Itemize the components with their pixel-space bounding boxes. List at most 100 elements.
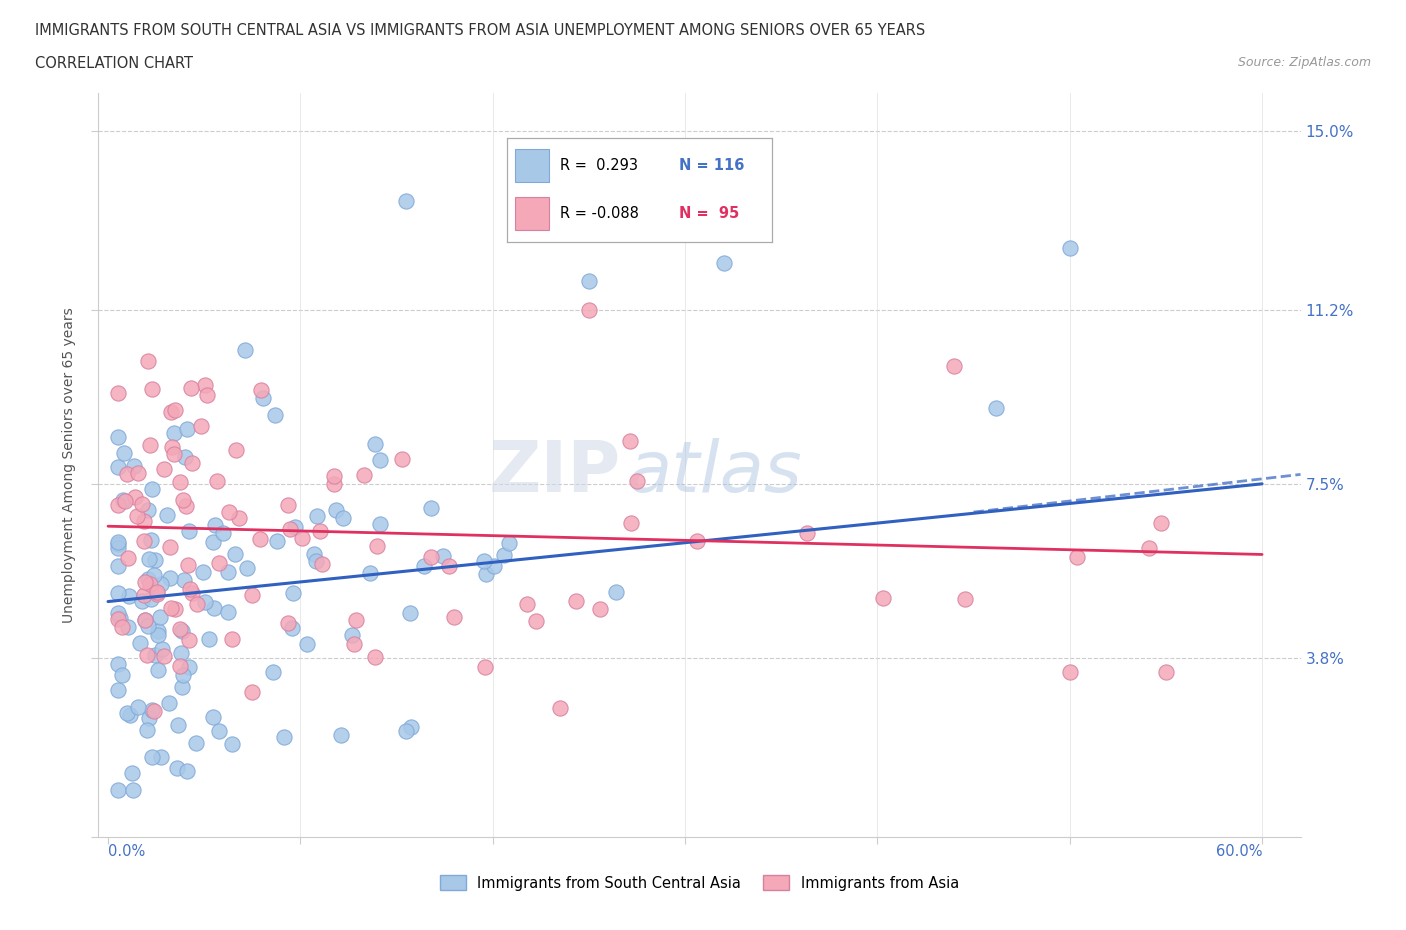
Immigrants from Asia (322, 469, 344, 484)
Immigrants from South Central Asia (159, 571, 181, 586)
Immigrants from South Central Asia (221, 737, 243, 751)
Immigrants from Asia (225, 443, 247, 458)
Immigrants from Asia (443, 610, 465, 625)
Immigrants from Asia (141, 382, 163, 397)
Immigrants from Asia (516, 596, 538, 611)
Immigrants from South Central Asia (713, 255, 735, 270)
Immigrants from Asia (180, 380, 202, 395)
Immigrants from South Central Asia (432, 549, 454, 564)
Immigrants from South Central Asia (163, 425, 186, 440)
Immigrants from South Central Asia (107, 656, 129, 671)
Immigrants from Asia (107, 612, 129, 627)
Immigrants from Asia (111, 619, 134, 634)
Immigrants from South Central Asia (131, 593, 153, 608)
Immigrants from Asia (474, 659, 496, 674)
Immigrants from South Central Asia (143, 648, 166, 663)
Immigrants from Asia (620, 516, 643, 531)
Immigrants from Asia (311, 557, 333, 572)
Immigrants from Asia (132, 534, 155, 549)
Immigrants from South Central Asia (107, 558, 129, 573)
Immigrants from Asia (117, 467, 139, 482)
Immigrants from Asia (308, 524, 330, 538)
Immigrants from South Central Asia (211, 525, 233, 540)
Immigrants from Asia (169, 621, 191, 636)
Immigrants from South Central Asia (1059, 241, 1081, 256)
Immigrants from South Central Asia (173, 573, 195, 588)
Immigrants from South Central Asia (112, 493, 135, 508)
Immigrants from Asia (437, 559, 460, 574)
Immigrants from South Central Asia (208, 724, 231, 738)
Immigrants from South Central Asia (413, 558, 436, 573)
Immigrants from Asia (131, 496, 153, 511)
Immigrants from Asia (117, 551, 139, 565)
Immigrants from South Central Asia (472, 554, 495, 569)
Immigrants from South Central Asia (202, 601, 225, 616)
Immigrants from South Central Asia (118, 589, 141, 604)
Immigrants from Asia (114, 494, 136, 509)
Text: Source: ZipAtlas.com: Source: ZipAtlas.com (1237, 56, 1371, 69)
Immigrants from South Central Asia (202, 535, 225, 550)
Immigrants from South Central Asia (475, 567, 498, 582)
Immigrants from Asia (1066, 550, 1088, 565)
Immigrants from Asia (240, 684, 263, 699)
Immigrants from South Central Asia (295, 636, 318, 651)
Immigrants from Asia (578, 302, 600, 317)
Immigrants from Asia (179, 581, 201, 596)
Immigrants from Asia (250, 383, 273, 398)
Immigrants from Asia (132, 587, 155, 602)
Immigrants from South Central Asia (273, 730, 295, 745)
Immigrants from South Central Asia (150, 642, 173, 657)
Immigrants from Asia (564, 593, 586, 608)
Text: IMMIGRANTS FROM SOUTH CENTRAL ASIA VS IMMIGRANTS FROM ASIA UNEMPLOYMENT AMONG SE: IMMIGRANTS FROM SOUTH CENTRAL ASIA VS IM… (35, 23, 925, 38)
Immigrants from South Central Asia (340, 628, 363, 643)
Immigrants from South Central Asia (134, 612, 156, 627)
Text: R =  0.293: R = 0.293 (560, 158, 638, 173)
Immigrants from South Central Asia (107, 605, 129, 620)
Bar (515, 149, 550, 182)
Immigrants from South Central Asia (281, 586, 304, 601)
Immigrants from Asia (139, 437, 162, 452)
Text: 60.0%: 60.0% (1216, 844, 1263, 859)
Immigrants from South Central Asia (398, 605, 420, 620)
Immigrants from Asia (162, 447, 184, 462)
Immigrants from South Central Asia (107, 459, 129, 474)
Immigrants from Asia (152, 649, 174, 664)
Text: 0.0%: 0.0% (108, 844, 145, 859)
Immigrants from South Central Asia (484, 558, 506, 573)
Immigrants from South Central Asia (399, 720, 422, 735)
Immigrants from Asia (169, 658, 191, 673)
Text: N =  95: N = 95 (679, 206, 740, 221)
Immigrants from South Central Asia (233, 343, 256, 358)
Immigrants from South Central Asia (148, 628, 170, 643)
Immigrants from South Central Asia (368, 516, 391, 531)
Immigrants from Asia (169, 474, 191, 489)
Immigrants from Asia (221, 631, 243, 646)
Immigrants from South Central Asia (191, 565, 214, 579)
Immigrants from Asia (124, 489, 146, 504)
Immigrants from Asia (190, 418, 212, 433)
Immigrants from South Central Asia (359, 565, 381, 580)
Immigrants from South Central Asia (143, 552, 166, 567)
Immigrants from Asia (159, 539, 181, 554)
Immigrants from Asia (419, 550, 441, 565)
Immigrants from South Central Asia (263, 407, 285, 422)
Immigrants from Asia (181, 586, 204, 601)
Immigrants from South Central Asia (107, 430, 129, 445)
Immigrants from South Central Asia (281, 621, 304, 636)
Immigrants from South Central Asia (395, 724, 418, 738)
Immigrants from South Central Asia (166, 717, 188, 732)
Immigrants from South Central Asia (156, 507, 179, 522)
Immigrants from Asia (619, 433, 641, 448)
Immigrants from Asia (165, 403, 187, 418)
Immigrants from South Central Asia (141, 703, 163, 718)
Immigrants from Asia (134, 575, 156, 590)
Immigrants from South Central Asia (984, 401, 1007, 416)
Immigrants from South Central Asia (127, 699, 149, 714)
Immigrants from South Central Asia (217, 604, 239, 619)
Immigrants from South Central Asia (135, 723, 157, 737)
Immigrants from Asia (136, 353, 159, 368)
Immigrants from South Central Asia (170, 624, 193, 639)
Immigrants from Asia (872, 591, 894, 605)
Immigrants from Asia (1137, 540, 1160, 555)
Immigrants from Asia (343, 637, 366, 652)
